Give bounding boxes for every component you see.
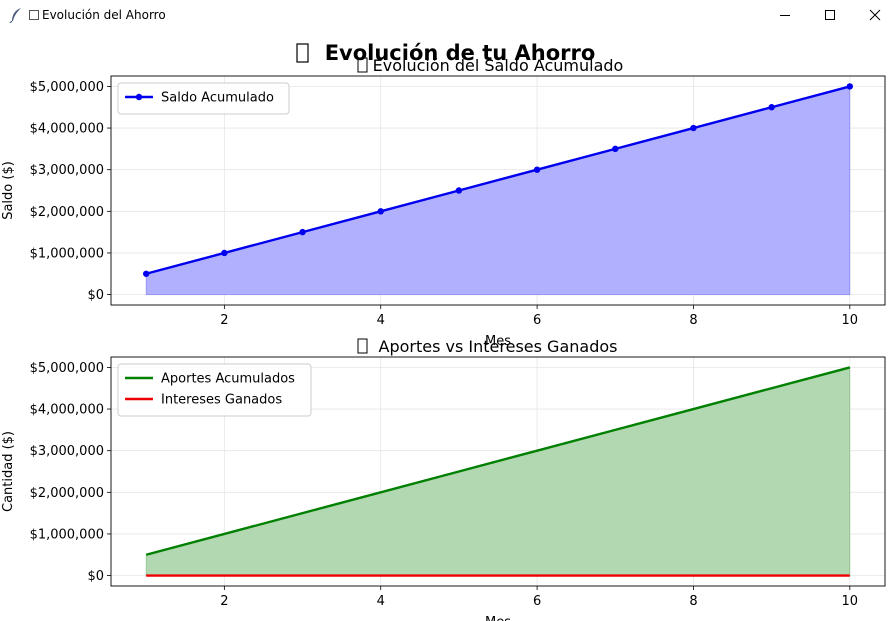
close-icon <box>869 9 881 21</box>
maximize-icon <box>825 10 835 20</box>
suptitle-glyph <box>296 43 309 63</box>
series-line-0 <box>145 85 851 275</box>
y-tick-label: $5,000,000 <box>30 361 104 376</box>
data-point <box>533 166 541 173</box>
legend-label: Aportes Acumulados <box>161 372 295 387</box>
y-tick-label: $1,000,000 <box>30 246 104 261</box>
x-tick-label: 8 <box>689 313 697 328</box>
y-tick-label: $0 <box>87 288 104 303</box>
x-tick-label: 2 <box>220 313 228 328</box>
x-tick-label: 6 <box>533 313 541 328</box>
axes-frame <box>110 356 886 587</box>
plot-saldo-acumulado: 2 4 6 8 10 $0 $1,000,000 $2,000,000 $3,000,000 $4… <box>1 56 886 349</box>
figure-suptitle: Evolución de tu Ahorro <box>325 41 596 65</box>
chart-title: Evolución del Saldo Acumulado <box>373 56 624 75</box>
y-axis-label: Cantidad ($) <box>1 431 16 512</box>
y-tick-label: $0 <box>87 569 104 584</box>
legend-marker <box>135 93 143 101</box>
x-axis-label: Mes <box>485 334 511 349</box>
data-point <box>846 83 854 90</box>
maximize-button[interactable] <box>807 0 853 30</box>
data-point <box>221 249 228 257</box>
legend-box <box>117 82 290 115</box>
data-point <box>768 104 775 111</box>
x-tick-label: 10 <box>842 594 859 609</box>
y-tick-label: $5,000,000 <box>30 80 104 95</box>
chart-icon <box>29 10 39 20</box>
y-tick-label: $3,000,000 <box>30 444 104 459</box>
feather-icon <box>9 8 21 23</box>
data-point <box>690 124 697 132</box>
y-tick-label: $1,000,000 <box>30 527 104 542</box>
chart-title: Aportes vs Intereses Ganados <box>379 337 618 356</box>
data-point <box>455 187 463 194</box>
minimize-button[interactable] <box>762 0 808 30</box>
legend-label: Saldo Acumulado <box>161 91 274 106</box>
window-title: Evolución del Ahorro <box>29 8 166 22</box>
y-axis-label: Saldo ($) <box>1 161 16 220</box>
data-point <box>612 145 619 153</box>
figure-canvas: Evolución de tu Ahorro 2 4 6 8 10 $0 $1,000,00… <box>1 41 886 621</box>
y-tick-label: $3,000,000 <box>30 163 104 178</box>
chart-title-glyph <box>357 57 368 73</box>
x-tick-label: 10 <box>842 313 859 328</box>
plot-aportes-vs-intereses: 2 4 6 8 10 $0 $1,000,000 $2,000,000 $3,000,000 $4… <box>1 337 886 621</box>
close-button[interactable] <box>852 0 895 30</box>
data-point <box>377 208 384 215</box>
y-tick-label: $4,000,000 <box>30 122 104 137</box>
series-line-0 <box>145 366 851 556</box>
x-tick-label: 8 <box>689 594 697 609</box>
minimize-icon <box>780 15 790 16</box>
legend-box <box>117 363 312 417</box>
y-tick-label: $2,000,000 <box>30 205 104 220</box>
chart-title-glyph <box>357 338 368 354</box>
window-title-label: Evolución del Ahorro <box>42 8 166 22</box>
data-point <box>299 228 306 236</box>
legend-label: Intereses Ganados <box>161 393 282 408</box>
y-tick-label: $2,000,000 <box>30 486 104 501</box>
x-tick-label: 4 <box>377 594 385 609</box>
x-axis-label: Mes <box>485 615 511 621</box>
window-titlebar: Evolución del Ahorro <box>0 0 895 30</box>
x-tick-label: 2 <box>220 594 228 609</box>
x-tick-label: 4 <box>377 313 385 328</box>
y-tick-label: $4,000,000 <box>30 403 104 418</box>
data-point <box>142 270 150 277</box>
x-tick-label: 6 <box>533 594 541 609</box>
axes-frame <box>110 75 886 306</box>
